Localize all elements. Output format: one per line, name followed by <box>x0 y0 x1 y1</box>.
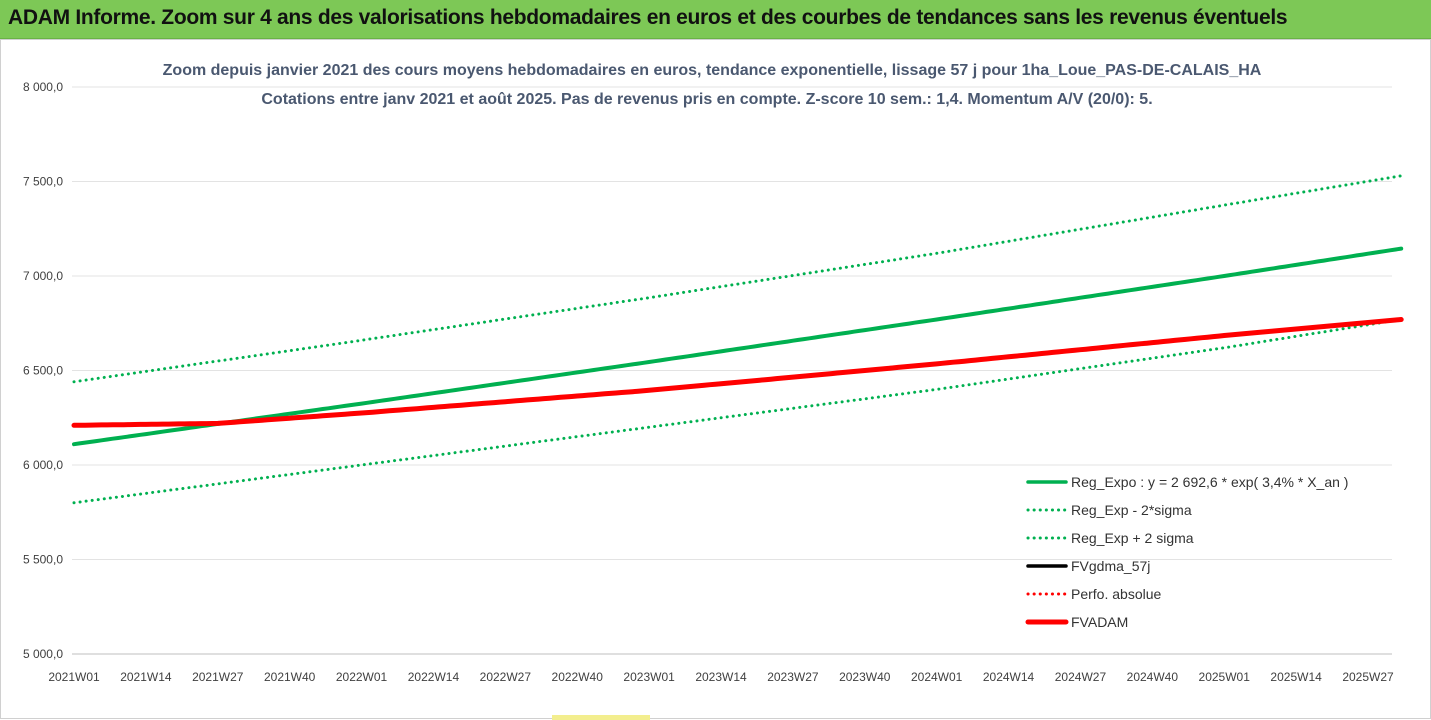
y-tick-label: 6 500,0 <box>23 364 63 378</box>
legend: Reg_Expo : y = 2 692,6 * exp( 3,4% * X_a… <box>1025 474 1348 630</box>
x-tick-label: 2024W27 <box>1055 670 1107 684</box>
legend-label: FVgdma_57j <box>1071 558 1150 574</box>
x-tick-label: 2025W14 <box>1270 670 1322 684</box>
chart-subtitle: Cotations entre janv 2021 et août 2025. … <box>261 91 1152 108</box>
x-tick-label: 2024W40 <box>1127 670 1179 684</box>
x-tick-label: 2023W27 <box>767 670 819 684</box>
y-tick-label: 5 500,0 <box>23 553 63 567</box>
x-tick-label: 2023W14 <box>695 670 747 684</box>
legend-label: Reg_Exp + 2 sigma <box>1071 530 1194 546</box>
y-tick-label: 6 000,0 <box>23 458 63 472</box>
scroll-marker <box>552 715 650 720</box>
x-tick-label: 2021W14 <box>120 670 172 684</box>
series-line-0 <box>72 246 1404 447</box>
x-tick-label: 2021W40 <box>264 670 316 684</box>
x-tick-label: 2023W40 <box>839 670 891 684</box>
chart-title: Zoom depuis janvier 2021 des cours moyen… <box>163 62 1262 79</box>
chart-frame <box>0 39 1431 719</box>
x-tick-label: 2022W14 <box>408 670 460 684</box>
axes: 8 000,0 7 500,0 7 000,0 6 500,0 6 000,0 5 500… <box>23 80 1394 684</box>
x-tick-label: 2023W01 <box>623 670 675 684</box>
series-line-1 <box>72 318 1403 505</box>
x-tick-label: 2022W40 <box>552 670 604 684</box>
x-tick-label: 2024W01 <box>911 670 963 684</box>
y-tick-label: 7 000,0 <box>23 269 63 283</box>
x-tick-label: 2021W01 <box>48 670 100 684</box>
legend-label: FVADAM <box>1071 614 1128 630</box>
x-tick-label: 2025W27 <box>1342 670 1394 684</box>
x-tick-label: 2022W01 <box>336 670 388 684</box>
series-line-5 <box>71 317 1404 428</box>
legend-label: Perfo. absolue <box>1071 586 1161 602</box>
legend-label: Reg_Expo : y = 2 692,6 * exp( 3,4% * X_a… <box>1071 474 1348 490</box>
y-tick-label: 8 000,0 <box>23 80 63 94</box>
y-tick-label: 7 500,0 <box>23 175 63 189</box>
report-header: ADAM Informe. Zoom sur 4 ans des valoris… <box>0 0 1431 39</box>
x-tick-label: 2025W01 <box>1199 670 1251 684</box>
series-line-2 <box>72 174 1403 384</box>
x-tick-label: 2024W14 <box>983 670 1035 684</box>
y-tick-label: 5 000,0 <box>23 647 63 661</box>
x-tick-label: 2021W27 <box>192 670 244 684</box>
legend-label: Reg_Exp - 2*sigma <box>1071 502 1192 518</box>
report-title: ADAM Informe. Zoom sur 4 ans des valoris… <box>8 6 1288 29</box>
x-tick-label: 2022W27 <box>480 670 532 684</box>
series <box>71 174 1404 505</box>
gridlines <box>72 86 1392 560</box>
